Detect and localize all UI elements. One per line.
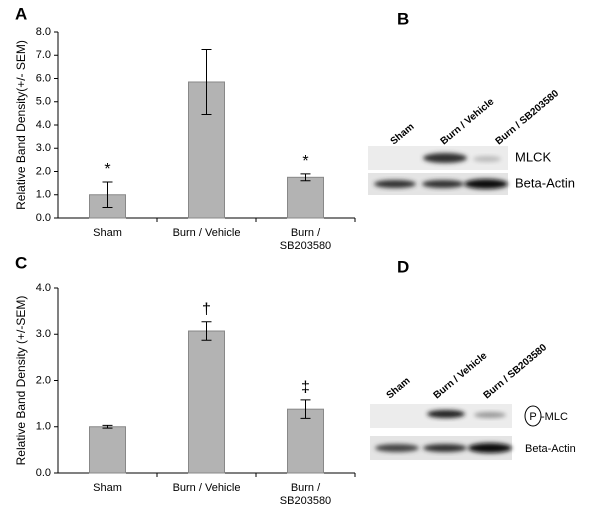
y-tick-label: 3.0 <box>36 142 51 154</box>
y-tick-label: 4.0 <box>36 282 51 294</box>
y-tick-label: 1.0 <box>36 189 51 201</box>
row-label: Beta-Actin <box>525 443 576 455</box>
lane-label: Burn / SB203580 <box>482 342 550 401</box>
y-tick-label: 5.0 <box>36 96 51 108</box>
x-tick-label: Burn / SB203580 <box>279 227 332 252</box>
y-tick-label: 2.0 <box>36 165 51 177</box>
row-label: Beta-Actin <box>515 175 575 190</box>
panel-label: D <box>397 257 409 276</box>
blot-band <box>423 444 467 452</box>
row-label: -MLC <box>541 411 568 423</box>
panel-label: A <box>15 4 27 23</box>
blot-band <box>468 443 512 453</box>
annotation: * <box>104 161 110 178</box>
error-bar <box>201 48 212 116</box>
y-tick-label: 6.0 <box>36 72 51 84</box>
error-bar <box>102 181 113 209</box>
bar <box>287 176 324 219</box>
bar <box>287 408 324 474</box>
x-tick-label: Burn / Vehicle <box>172 227 241 239</box>
x-tick-label: Burn / Vehicle <box>172 482 241 494</box>
y-tick-label: 4.0 <box>36 119 51 131</box>
lane-label: Sham <box>389 121 417 147</box>
blot-band <box>474 412 506 418</box>
blot-band <box>464 179 508 189</box>
blot-band <box>473 156 501 162</box>
blot-band <box>422 180 464 188</box>
blot-band <box>374 180 416 188</box>
x-tick-label: Burn / SB203580 <box>279 482 332 507</box>
bar <box>89 426 126 474</box>
row-label: MLCK <box>515 149 551 164</box>
lane-label: Sham <box>385 375 413 401</box>
y-tick-label: 3.0 <box>36 328 51 340</box>
y-tick-label: 2.0 <box>36 374 51 386</box>
lane-label: Burn / Vehicle <box>439 96 497 147</box>
circle <box>524 405 542 427</box>
blot-band <box>427 410 465 418</box>
blot-band <box>375 444 419 452</box>
error-bar <box>201 321 212 341</box>
panel-label: C <box>15 253 27 272</box>
y-tick-label: 8.0 <box>36 26 51 38</box>
panel-label: B <box>397 9 409 28</box>
annotation: ‡ <box>301 379 310 396</box>
annotation: † <box>202 301 211 318</box>
error-bar <box>300 173 311 182</box>
y-tick-label: 1.0 <box>36 421 51 433</box>
error-bar <box>300 399 311 419</box>
bar <box>188 330 225 474</box>
error-bar <box>102 424 113 429</box>
x-tick-label: Sham <box>93 482 122 494</box>
blot-band <box>423 153 467 163</box>
x-tick-label: Sham <box>93 227 122 239</box>
y-axis-label: Relative Band Density(+/- SEM) <box>14 40 28 210</box>
y-tick-label: 0.0 <box>36 467 51 479</box>
lane-label: Burn / SB203580 <box>494 88 562 147</box>
y-axis-label: Relative Band Density (+/-SEM) <box>14 296 28 466</box>
y-tick-label: 0.0 <box>36 212 51 224</box>
row-label-circled: P <box>529 411 536 423</box>
y-tick-label: 7.0 <box>36 49 51 61</box>
annotation: * <box>302 153 308 170</box>
